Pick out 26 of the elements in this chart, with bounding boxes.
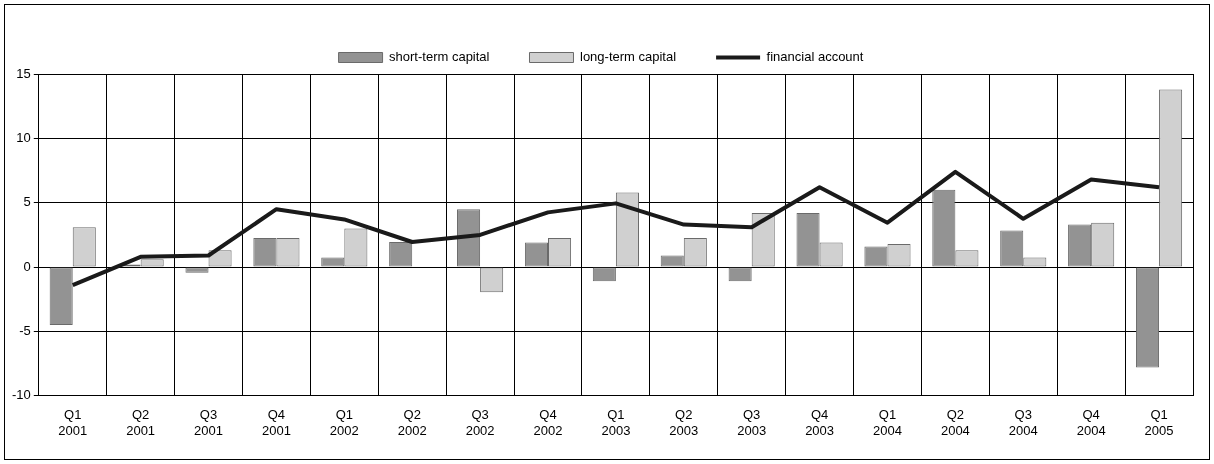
x-tick-label: Q4 2002 [533, 407, 563, 438]
x-tick-label: Q4 2004 [1076, 407, 1106, 438]
x-tick-label: Q2 2004 [940, 407, 970, 438]
x-tick-label: Q1 2001 [58, 407, 88, 438]
x-tick-label: Q3 2003 [737, 407, 767, 438]
x-tick-label: Q3 2004 [1008, 407, 1038, 438]
y-tick-label: 10 [16, 129, 31, 145]
x-tick-label: Q3 2001 [194, 407, 223, 438]
legend-label: long-term capital [579, 49, 677, 65]
x-tick-label: Q2 2002 [397, 407, 427, 438]
x-tick-label: Q1 2005 [1144, 407, 1174, 438]
x-tick-label: Q3 2002 [465, 407, 495, 438]
x-tick-label: Q4 2003 [805, 407, 835, 438]
legend-label: financial account [766, 49, 864, 65]
x-tick-label: Q1 2004 [873, 407, 902, 438]
y-tick-label: -10 [11, 387, 31, 403]
y-tick-label: 5 [23, 194, 31, 210]
x-tick-label: Q2 2003 [669, 407, 699, 438]
x-tick-label: Q4 2001 [261, 407, 291, 438]
x-tick-label: Q1 2003 [601, 407, 631, 438]
y-tick-label: 0 [23, 258, 31, 274]
x-tick-label: Q1 2002 [329, 407, 359, 438]
x-tick-label: Q2 2001 [126, 407, 156, 438]
legend-label: short-term capital [389, 49, 490, 65]
y-tick-label: 15 [16, 65, 31, 81]
y-tick-label: -5 [19, 323, 31, 339]
